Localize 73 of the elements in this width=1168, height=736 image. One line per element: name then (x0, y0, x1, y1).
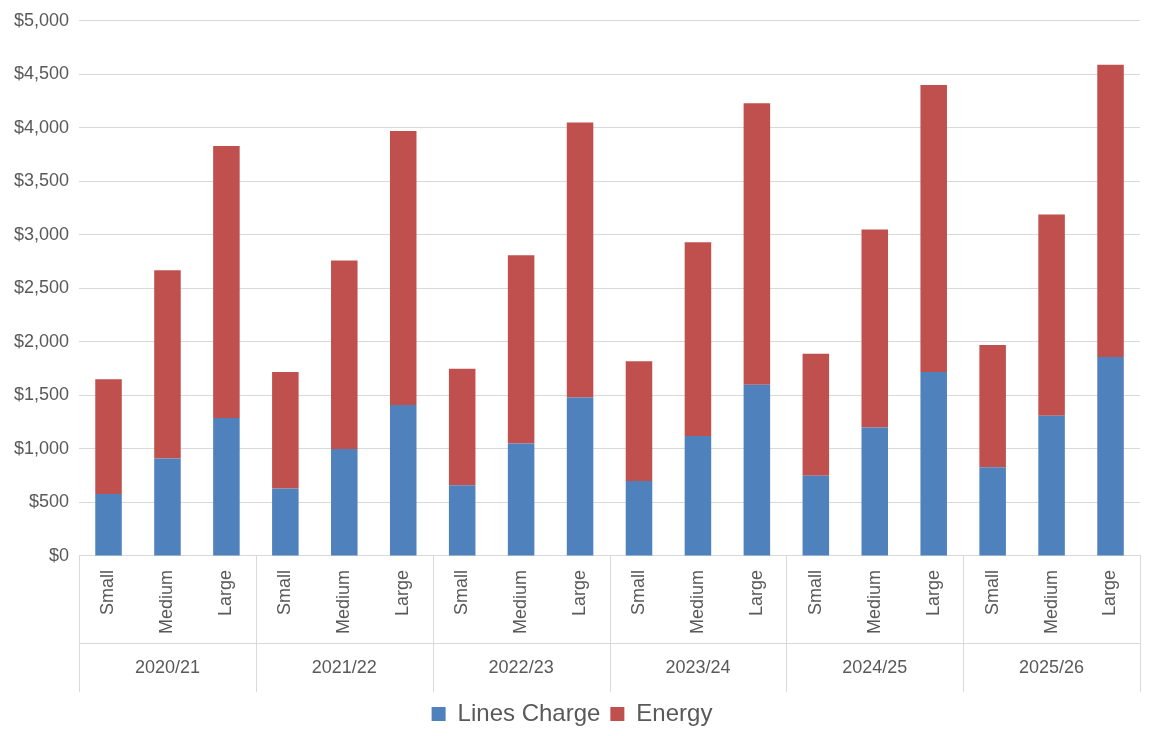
bar (389, 131, 417, 406)
y-tick-label: $3,500 (13, 170, 70, 191)
bar (566, 122, 594, 398)
bar (213, 146, 240, 418)
legend-label: Lines Charge (457, 698, 601, 726)
bar (625, 361, 653, 482)
bar (272, 488, 299, 556)
x-tick-label: Large (1099, 569, 1120, 617)
x-tick-label: Small (627, 569, 648, 615)
bar (331, 448, 358, 556)
bar (979, 467, 1006, 556)
x-tick-label: Small (981, 569, 1002, 615)
bar (743, 384, 771, 556)
bar (507, 443, 535, 556)
y-tick-label: $4,000 (13, 116, 70, 137)
x-tick-label: Large (215, 569, 236, 617)
bar (213, 417, 240, 556)
bar (1097, 64, 1124, 357)
bar (331, 260, 358, 449)
x-tick-label: Small (274, 569, 295, 615)
text: 2022/23 (488, 656, 554, 677)
x-tick-label: Large (392, 569, 413, 617)
x-tick-label: Small (804, 569, 825, 615)
bar (743, 103, 771, 385)
bar (154, 270, 181, 459)
text: 2025/26 (1019, 656, 1085, 677)
text: 2020/21 (134, 656, 201, 677)
bar (802, 353, 830, 476)
bar (272, 371, 299, 489)
x-tick-label: Medium (686, 569, 707, 635)
x-tick-label: Medium (510, 569, 531, 635)
bar (389, 405, 417, 556)
y-tick-label: $5,000 (13, 9, 70, 30)
y-tick-label: $3,000 (13, 223, 70, 244)
y-tick-label: $2,000 (13, 330, 70, 351)
bar (979, 345, 1006, 468)
bar (1038, 415, 1065, 556)
text: 2024/25 (842, 656, 908, 677)
x-tick-label: Large (569, 569, 590, 617)
y-tick-label: $1,500 (13, 384, 70, 405)
bar (920, 85, 947, 372)
x-tick-label: Large (745, 569, 766, 617)
x-tick-label: Large (922, 569, 943, 617)
bar (1038, 214, 1065, 416)
bar (920, 371, 947, 556)
bar (507, 255, 535, 444)
y-tick-label: $1,000 (13, 437, 70, 458)
bar (95, 493, 122, 556)
x-tick-label: Medium (156, 569, 177, 635)
y-tick-label: $4,500 (13, 63, 70, 84)
bar (861, 229, 889, 428)
text: 2023/24 (665, 656, 731, 677)
bar (802, 475, 830, 556)
y-tick-label: $2,500 (13, 277, 70, 298)
x-tick-label: Small (451, 569, 472, 615)
bar (861, 427, 889, 556)
x-tick-label: Medium (1040, 569, 1061, 635)
bar (448, 485, 476, 556)
bar (154, 458, 181, 556)
legend-label: Energy (636, 698, 713, 726)
text: 2021/22 (311, 656, 377, 677)
y-tick-label: $0 (49, 544, 70, 565)
x-tick-label: Small (97, 569, 118, 615)
bar (684, 242, 712, 437)
x-tick-label: Medium (863, 569, 884, 635)
bar (448, 368, 476, 486)
bar (684, 436, 712, 556)
bar (566, 397, 594, 556)
x-tick-label: Medium (333, 569, 354, 635)
y-tick-label: $500 (29, 491, 70, 512)
bar (95, 379, 122, 494)
bar (625, 481, 653, 556)
bar (1097, 356, 1124, 556)
